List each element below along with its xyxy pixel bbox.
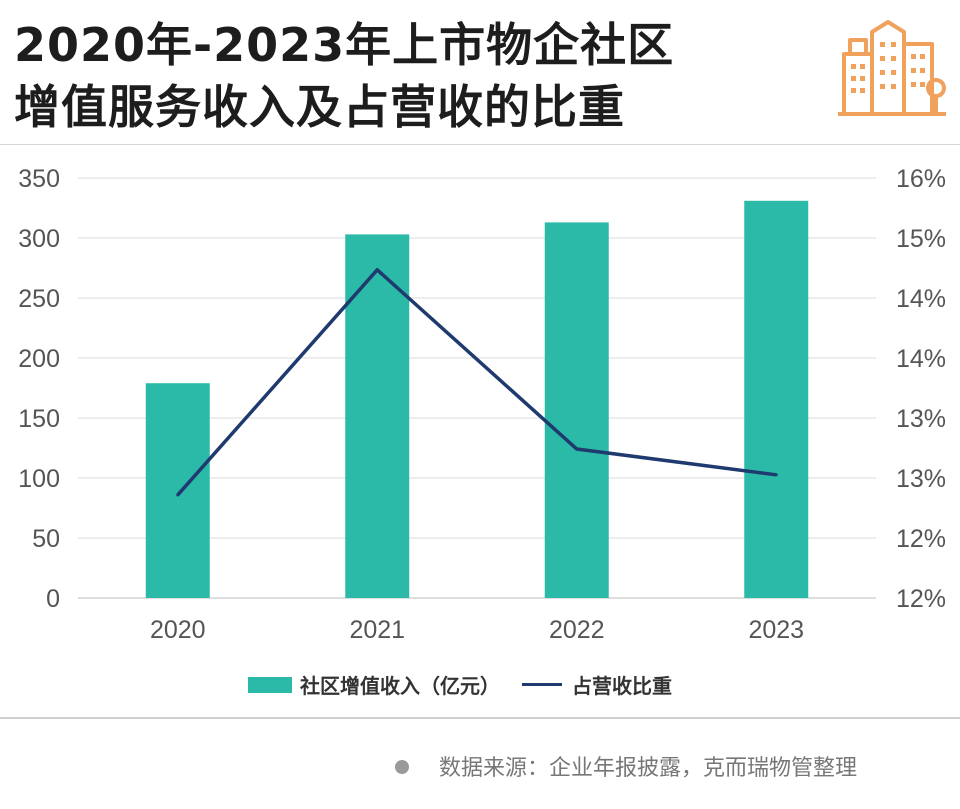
title-line-1: 2020年-2023年上市物企社区 — [14, 18, 675, 72]
title-line-2: 增值服务收入及占营收的比重 — [14, 80, 625, 134]
y-right-tick-label: 14% — [896, 285, 946, 313]
buildings-icon — [838, 20, 946, 116]
y-left-tick-label: 200 — [18, 345, 60, 373]
bar-2023 — [744, 200, 809, 599]
ratio-point-2023 — [774, 473, 778, 477]
y-right-tick-label: 16% — [896, 165, 946, 193]
y-right-tick-label: 13% — [896, 405, 946, 433]
x-tick-label: 2023 — [748, 616, 804, 644]
ratio-point-2022 — [575, 447, 579, 451]
ratio-point-2021 — [375, 268, 379, 272]
bar-2020 — [145, 383, 210, 598]
y-left-tick-label: 350 — [18, 165, 60, 193]
legend-bar-label: 社区增值收入（亿元） — [300, 674, 500, 698]
legend-line-swatch — [522, 683, 562, 686]
footer-divider — [0, 717, 960, 719]
y-right-tick-label: 12% — [896, 525, 946, 553]
chart-legend: 社区增值收入（亿元） 占营收比重 — [248, 670, 672, 699]
y-right-tick-label: 15% — [896, 225, 946, 253]
y-right-tick-label: 14% — [896, 345, 946, 373]
legend-bar-swatch — [248, 676, 292, 693]
header-divider — [0, 144, 960, 145]
ratio-line-series — [176, 268, 777, 497]
y-right-tick-label: 13% — [896, 465, 946, 493]
chart-area: 0 12% 50 12% 100 13% 150 13% 200 14% 250 14% 300 15% 3… — [18, 165, 946, 644]
y-right-tick-label: 12% — [896, 585, 946, 613]
y-left-tick-label: 300 — [18, 225, 60, 253]
x-tick-label: 2021 — [349, 616, 405, 644]
y-left-tick-label: 50 — [32, 525, 60, 553]
y-left-tick-label: 100 — [18, 465, 60, 493]
source-note: 数据来源：企业年报披露，克而瑞物管整理 — [395, 750, 857, 782]
ratio-point-2020 — [176, 493, 180, 497]
x-tick-label: 2020 — [150, 616, 206, 644]
y-left-tick-label: 0 — [46, 585, 60, 613]
bar-2022 — [544, 222, 609, 598]
x-tick-label: 2022 — [549, 616, 605, 644]
bullet-dot-icon — [395, 760, 409, 774]
y-left-tick-label: 150 — [18, 405, 60, 433]
y-left-tick-label: 250 — [18, 285, 60, 313]
source-text: 数据来源：企业年报披露，克而瑞物管整理 — [439, 756, 858, 781]
chart-title: 2020年-2023年上市物企社区 增值服务收入及占营收的比重 — [14, 14, 814, 138]
legend-line-label: 占营收比重 — [572, 674, 672, 698]
